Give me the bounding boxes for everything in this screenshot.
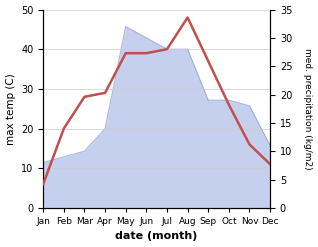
Y-axis label: med. precipitation (kg/m2): med. precipitation (kg/m2) <box>303 48 313 169</box>
Y-axis label: max temp (C): max temp (C) <box>5 73 16 144</box>
X-axis label: date (month): date (month) <box>115 231 198 242</box>
